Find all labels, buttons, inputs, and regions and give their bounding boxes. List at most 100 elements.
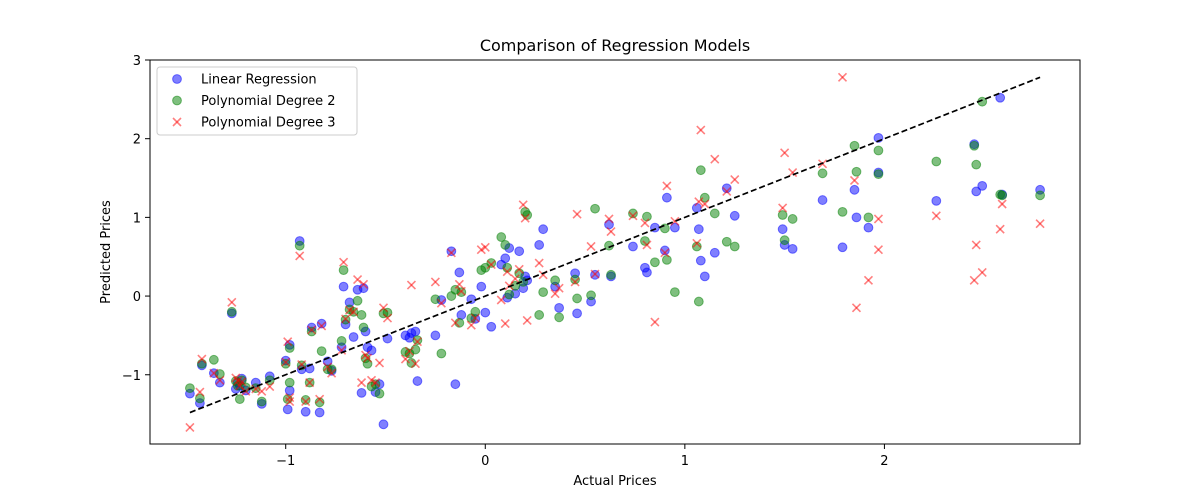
- y-tick-label: −1: [122, 369, 141, 384]
- data-point: [971, 159, 982, 170]
- legend: Linear Regression Polynomial Degree 2 Poly…: [156, 66, 358, 136]
- data-point: [356, 387, 367, 398]
- data-point-x-marker: [486, 260, 496, 270]
- data-point-x-marker: [470, 313, 480, 323]
- data-point-x-marker: [662, 181, 672, 191]
- data-point-x-marker: [778, 203, 788, 213]
- data-point-x-marker: [370, 378, 381, 388]
- data-point: [863, 212, 874, 223]
- data-point: [538, 287, 549, 298]
- data-point-x-marker: [317, 321, 327, 331]
- data-point: [430, 330, 441, 341]
- x-axis-ticks: −1 0 1 2: [276, 444, 889, 469]
- data-point-x-marker: [640, 218, 650, 228]
- data-point: [280, 358, 291, 369]
- data-point-x-marker: [586, 241, 596, 252]
- data-point: [374, 388, 385, 399]
- data-point: [777, 224, 788, 235]
- data-point: [194, 393, 205, 404]
- data-point-x-marker: [650, 317, 660, 327]
- data-point: [695, 165, 706, 176]
- data-point: [628, 208, 638, 219]
- data-point: [378, 419, 389, 430]
- data-point: [873, 145, 884, 156]
- data-point: [486, 321, 497, 332]
- data-point-x-marker: [358, 279, 369, 289]
- reference-line: [189, 76, 1041, 414]
- data-point: [185, 383, 195, 394]
- data-point: [642, 211, 652, 222]
- data-point: [500, 240, 511, 250]
- data-point: [650, 257, 660, 268]
- y-axis-label: Predicted Prices: [99, 200, 114, 304]
- data-point-x-marker: [307, 325, 317, 335]
- data-point: [693, 296, 704, 307]
- data-point-x-marker: [195, 387, 205, 397]
- data-point-x-marker: [969, 275, 979, 285]
- data-point-x-marker: [400, 354, 411, 364]
- data-point: [849, 184, 860, 195]
- data-point: [640, 236, 650, 246]
- data-point-x-marker: [520, 213, 530, 223]
- data-point-x-marker: [454, 279, 464, 289]
- data-point-x-marker: [446, 248, 456, 258]
- data-point: [480, 307, 491, 318]
- data-point: [336, 336, 347, 346]
- data-point: [476, 281, 487, 292]
- data-point-x-marker: [412, 337, 422, 347]
- data-point: [486, 258, 497, 268]
- data-point: [586, 290, 596, 301]
- data-point-x-marker: [849, 175, 860, 185]
- legend-marker-0: [172, 74, 182, 84]
- data-point-x-marker: [931, 211, 941, 221]
- data-point-x-marker: [606, 226, 616, 237]
- legend-box: [156, 66, 358, 136]
- data-point: [777, 210, 788, 220]
- y-tick-label: 3: [133, 54, 141, 69]
- data-point-x-marker: [430, 277, 440, 287]
- data-point-x-marker: [788, 167, 798, 178]
- y-tick-label: 1: [133, 211, 141, 226]
- data-point: [534, 240, 545, 250]
- data-point-x-marker: [348, 307, 359, 317]
- y-axis-ticks: −1 0 1 2 3: [122, 54, 150, 384]
- data-point: [550, 275, 561, 286]
- data-point-x-marker: [382, 313, 393, 323]
- data-point: [851, 166, 862, 177]
- data-point: [500, 253, 511, 264]
- data-point-x-marker: [977, 267, 987, 278]
- legend-marker-1: [172, 95, 182, 106]
- data-point-x-marker: [1035, 219, 1045, 229]
- data-point-x-marker: [971, 240, 981, 250]
- data-point: [514, 246, 525, 257]
- data-point: [659, 245, 670, 256]
- data-point-x-marker: [534, 258, 544, 268]
- data-point: [693, 224, 704, 235]
- data-point: [787, 243, 798, 254]
- data-point-x-marker: [496, 295, 506, 305]
- data-point: [256, 396, 267, 407]
- data-point-x-marker: [283, 337, 293, 347]
- data-point-x-marker: [404, 346, 415, 356]
- data-point: [709, 247, 720, 258]
- data-point-x-marker: [628, 211, 638, 221]
- data-point-x-marker: [337, 345, 347, 355]
- data-point: [628, 241, 638, 252]
- data-point-x-marker: [285, 393, 295, 403]
- data-point-x-marker: [692, 238, 702, 248]
- data-point: [590, 203, 600, 214]
- data-point: [699, 192, 710, 203]
- data-point-x-marker: [197, 354, 207, 364]
- data-point: [572, 293, 582, 304]
- data-point-x-marker: [510, 274, 520, 284]
- data-point: [659, 223, 670, 234]
- data-point: [817, 168, 828, 179]
- data-point: [729, 241, 740, 252]
- data-point-x-marker: [604, 214, 614, 224]
- data-point: [721, 183, 732, 194]
- data-point-x-marker: [285, 396, 295, 407]
- data-point-x-marker: [466, 320, 476, 330]
- data-point: [837, 242, 848, 253]
- data-point-x-marker: [694, 197, 704, 207]
- data-point-x-marker: [257, 386, 267, 396]
